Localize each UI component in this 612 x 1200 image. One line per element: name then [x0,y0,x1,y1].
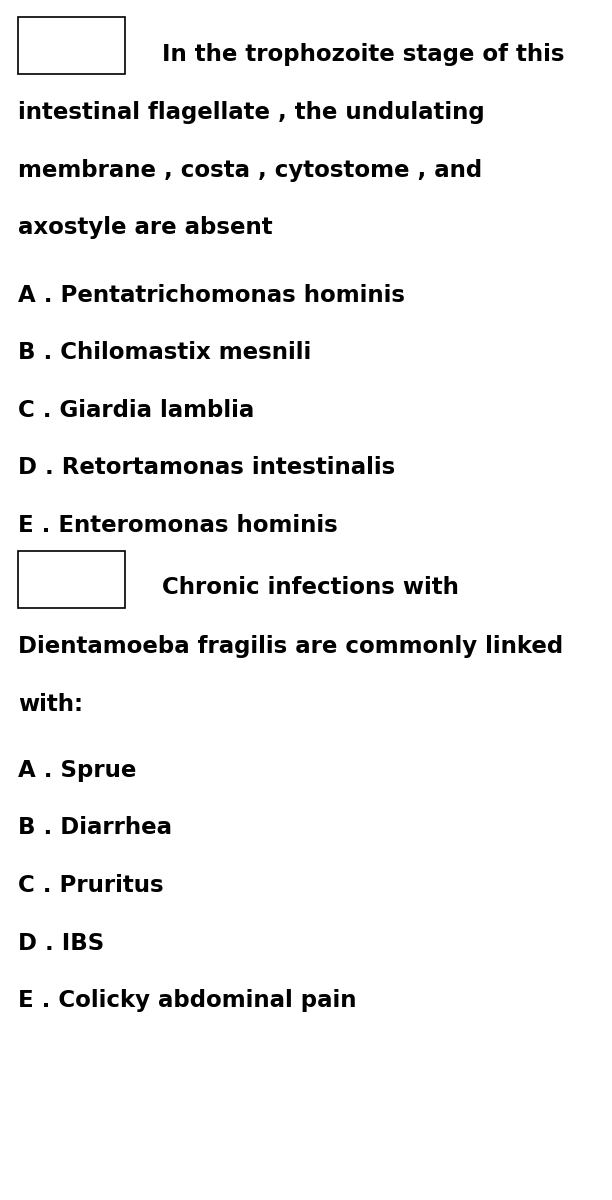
Text: C . Pruritus: C . Pruritus [18,874,164,898]
Text: D . Retortamonas intestinalis: D . Retortamonas intestinalis [18,456,395,480]
Text: membrane , costa , cytostome , and: membrane , costa , cytostome , and [18,158,482,182]
Text: A . Sprue: A . Sprue [18,758,136,782]
FancyBboxPatch shape [18,17,125,74]
Text: Chronic infections with: Chronic infections with [162,576,459,600]
Text: B . Chilomastix mesnili: B . Chilomastix mesnili [18,341,312,365]
Text: E . Colicky abdominal pain: E . Colicky abdominal pain [18,989,357,1013]
Text: In the trophozoite stage of this: In the trophozoite stage of this [162,42,565,66]
Text: C . Giardia lamblia: C . Giardia lamblia [18,398,255,422]
Text: axostyle are absent: axostyle are absent [18,216,273,240]
Text: with:: with: [18,692,83,716]
Text: E . Enteromonas hominis: E . Enteromonas hominis [18,514,338,538]
Text: intestinal flagellate , the undulating: intestinal flagellate , the undulating [18,101,485,125]
Text: B . Diarrhea: B . Diarrhea [18,816,173,840]
Text: D . IBS: D . IBS [18,931,105,955]
Text: A . Pentatrichomonas hominis: A . Pentatrichomonas hominis [18,283,405,307]
Text: Dientamoeba fragilis are commonly linked: Dientamoeba fragilis are commonly linked [18,635,564,659]
FancyBboxPatch shape [18,551,125,608]
